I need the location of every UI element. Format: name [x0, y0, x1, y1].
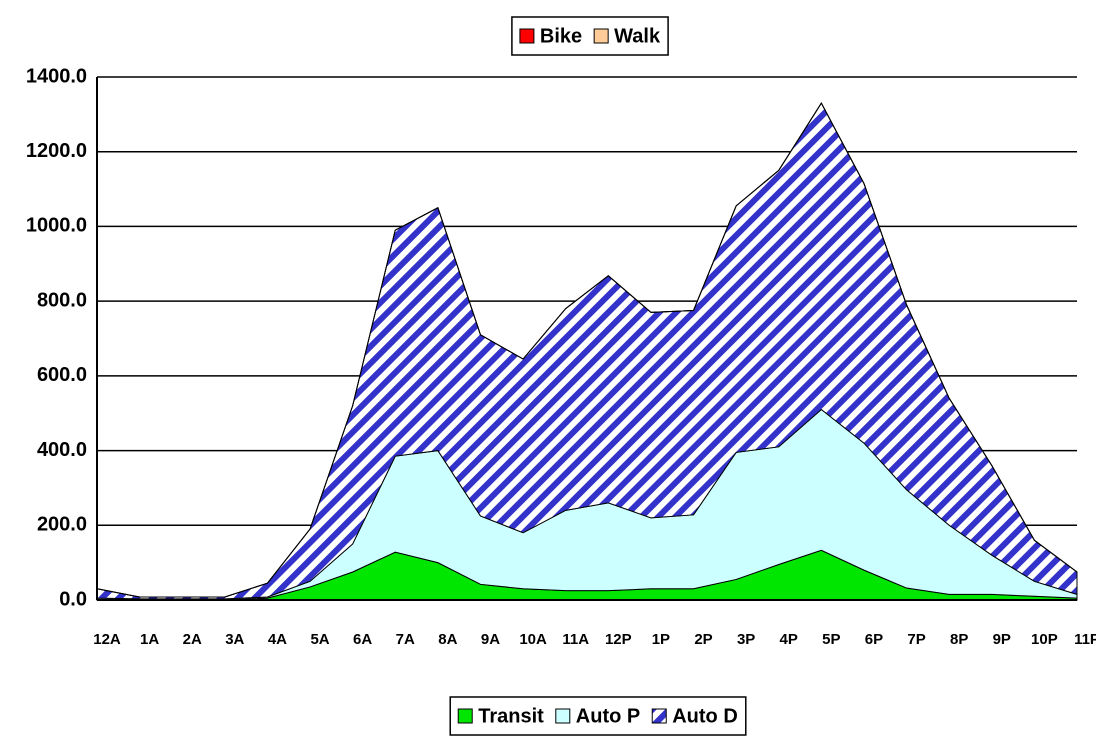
- y-tick-label: 1200.0: [26, 140, 87, 162]
- legend-label: Auto P: [576, 705, 640, 727]
- y-tick-label: 800.0: [37, 289, 87, 311]
- x-tick-label: 8A: [438, 631, 457, 648]
- x-tick-label: 12A: [93, 631, 121, 648]
- y-tick-label: 1000.0: [26, 215, 87, 237]
- x-tick-label: 9A: [481, 631, 500, 648]
- legend-box: [449, 696, 747, 736]
- x-tick-label: 2P: [694, 631, 712, 648]
- legend-swatch: [519, 28, 535, 44]
- legend-label: Bike: [540, 25, 582, 47]
- x-tick-label: 9P: [993, 631, 1011, 648]
- x-tick-label: 5P: [822, 631, 840, 648]
- x-tick-label: 7A: [396, 631, 415, 648]
- legend-label: Transit: [478, 705, 544, 727]
- legend-label: Auto D: [672, 705, 738, 727]
- legend-swatch: [555, 708, 571, 724]
- legend: Transit Auto P Auto D: [449, 696, 747, 736]
- area: [96, 102, 1078, 598]
- y-tick-label: 600.0: [37, 364, 87, 386]
- x-tick-label: 12P: [605, 631, 632, 648]
- x-tick-label: 10P: [1031, 631, 1058, 648]
- legend-swatch: [457, 708, 473, 724]
- legend-swatch: [593, 28, 609, 44]
- x-tick-label: 6P: [865, 631, 883, 648]
- x-tick-label: 7P: [907, 631, 925, 648]
- x-tick-label: 3P: [737, 631, 755, 648]
- x-tick-label: 2A: [183, 631, 202, 648]
- legend-swatch: [651, 708, 667, 724]
- legend-label: Walk: [614, 25, 661, 47]
- x-tick-label: 11A: [562, 631, 589, 648]
- x-tick-label: 6A: [353, 631, 372, 648]
- x-tick-label: 4P: [780, 631, 798, 648]
- x-tick-label: 8P: [950, 631, 968, 648]
- x-tick-label: 11P: [1074, 631, 1096, 648]
- y-tick-label: 200.0: [37, 514, 87, 536]
- x-tick-label: 5A: [310, 631, 329, 648]
- y-tick-label: 0.0: [59, 588, 87, 610]
- y-tick-label: 1400.0: [26, 65, 87, 87]
- x-tick-label: 1P: [652, 631, 670, 648]
- x-tick-label: 4A: [268, 631, 287, 648]
- legend: Bike Walk: [511, 16, 669, 56]
- legend-box: [511, 16, 669, 56]
- x-tick-label: 3A: [225, 631, 244, 648]
- x-tick-label: 10A: [519, 631, 547, 648]
- y-tick-label: 400.0: [37, 439, 87, 461]
- x-tick-label: 1A: [140, 631, 159, 648]
